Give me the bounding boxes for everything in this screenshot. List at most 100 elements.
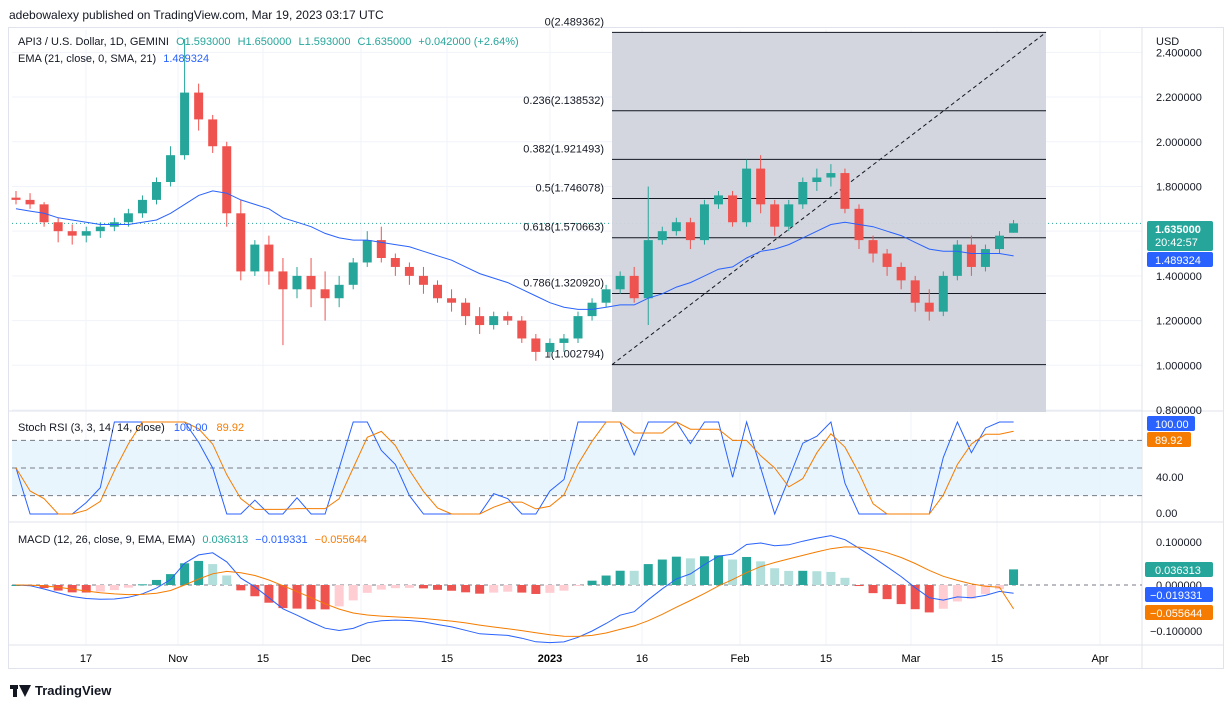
- macd-line-value: −0.019331: [255, 534, 307, 546]
- candle-body: [1009, 223, 1019, 233]
- macd-legend: MACD (12, 26, close, 9, EMA, EMA) 0.0363…: [18, 534, 367, 546]
- macd-hist-bar: [601, 575, 611, 585]
- macd-hist-bar: [180, 563, 190, 585]
- macd-hist-bar: [433, 585, 442, 590]
- macd-hist-value: 0.036313: [202, 534, 248, 546]
- macd-hist-bar: [461, 585, 471, 593]
- macd-signal-line: [15, 546, 1015, 637]
- candle-body: [334, 284, 344, 299]
- macd-hist-bar: [756, 561, 766, 585]
- candle-body: [671, 222, 681, 232]
- candle-body: [292, 275, 302, 290]
- candle-body: [348, 262, 358, 285]
- candle-body: [966, 244, 976, 267]
- macd-hist-bar: [812, 571, 822, 585]
- price-tick-label: 2.000000: [1156, 137, 1202, 149]
- candle-body: [475, 316, 485, 326]
- macd-hist-bar: [334, 585, 344, 607]
- fib-retracement: 0(2.489362) 0.236(2.138532) 0.382(1.921493…: [523, 16, 1047, 413]
- ema-badge: [1147, 252, 1213, 267]
- macd-hist-bar: [1009, 569, 1019, 585]
- stoch-d-value: 89.92: [217, 422, 245, 434]
- candle-body: [418, 275, 428, 285]
- macd-hist-bar: [728, 559, 738, 585]
- time-label: 16: [636, 653, 648, 665]
- candle-body: [404, 266, 414, 276]
- ema-value: 1.489324: [163, 53, 209, 65]
- candle-body: [896, 266, 906, 281]
- macd-hist-bar: [531, 585, 541, 594]
- candle-body: [180, 92, 190, 156]
- macd-hist-bar: [699, 556, 709, 585]
- candle-body: [728, 195, 738, 223]
- main-legend: API3 / U.S. Dollar, 1D, GEMINI O1.593000…: [18, 36, 519, 48]
- macd-tick-bottom: −0.100000: [1150, 626, 1202, 638]
- candle-body: [503, 316, 513, 321]
- macd-hist-bar: [854, 585, 864, 587]
- macd-hist-bar: [559, 585, 569, 591]
- macd-hist-bar: [615, 570, 625, 585]
- macd-hist-bar: [348, 585, 358, 601]
- fib-level-label: 0.5(1.746078): [536, 183, 605, 195]
- last-price: 1.635000: [1155, 224, 1201, 236]
- candle-body: [910, 280, 920, 303]
- candle-body: [840, 173, 850, 209]
- fib-level-label: 0.236(2.138532): [523, 95, 604, 107]
- candle-body: [699, 204, 709, 241]
- candle-body: [461, 302, 471, 317]
- macd-hist-bar: [95, 585, 105, 592]
- macd-hist-bar: [475, 585, 485, 594]
- stoch-label: Stoch RSI (3, 3, 14, 14, close): [18, 422, 165, 434]
- macd-hist-bar: [770, 568, 780, 585]
- fib-level-label: 1(1.002794): [545, 349, 604, 361]
- candle-body: [264, 244, 274, 272]
- publish-info: adebowalexy published on TradingView.com…: [9, 8, 384, 22]
- candle-body: [868, 240, 878, 254]
- macd-hist-bar: [826, 571, 836, 585]
- macd-hist-bar: [320, 585, 330, 610]
- candle-body: [517, 320, 527, 339]
- macd-hist-bar: [447, 585, 457, 591]
- macd-hist-bar: [587, 580, 597, 585]
- macd-hist-bar: [742, 556, 752, 585]
- candle-body: [559, 338, 569, 343]
- tradingview-brand: TradingView: [35, 683, 112, 698]
- stoch-d-line: [15, 421, 1014, 515]
- macd-signal-value: −0.055644: [315, 534, 367, 546]
- tradingview-footer[interactable]: TradingView: [10, 683, 111, 698]
- time-label: 15: [991, 653, 1003, 665]
- candle-body: [376, 240, 386, 258]
- ema-path: [15, 190, 1014, 310]
- candle-body: [11, 197, 21, 200]
- macd-hist-bar: [81, 585, 91, 593]
- price-tick-label: 1.400000: [1156, 271, 1202, 283]
- macd-line: [15, 535, 1014, 644]
- macd-hist-bar: [278, 585, 288, 609]
- ema-label: EMA (21, close, 0, SMA, 21): [18, 53, 156, 65]
- candle-body: [657, 231, 667, 241]
- time-label: Nov: [168, 653, 188, 665]
- stoch-rsi-pane: [12, 420, 1142, 516]
- macd-tick-top: 0.100000: [1156, 537, 1202, 549]
- macd-hist-bar: [123, 585, 133, 588]
- last-price-badge: [1147, 221, 1213, 251]
- stoch-band: [12, 440, 1142, 496]
- candle-body: [952, 244, 962, 276]
- macd-hist-bar: [109, 585, 119, 591]
- candle-body: [489, 316, 499, 326]
- price-axis-ticks: 2.400000 2.200000 2.000000 1.800000 1.400000…: [1156, 47, 1202, 417]
- macd-hist-bar: [306, 585, 316, 610]
- candle-body: [306, 275, 316, 290]
- macd-signal-badge-value: −0.055644: [1150, 608, 1202, 620]
- macd-hist-bar: [643, 564, 653, 585]
- candle-body: [826, 173, 836, 178]
- open-value: O1.593000: [176, 36, 230, 48]
- stoch-k-badge: [1147, 416, 1195, 431]
- macd-hist-bar: [137, 584, 147, 586]
- macd-hist-bar: [517, 585, 527, 593]
- stoch-tick-0: 0.00: [1156, 508, 1177, 520]
- macd-hist-bar: [685, 558, 695, 585]
- fib-background: [612, 32, 1046, 413]
- fib-trend-line: [611, 31, 1047, 366]
